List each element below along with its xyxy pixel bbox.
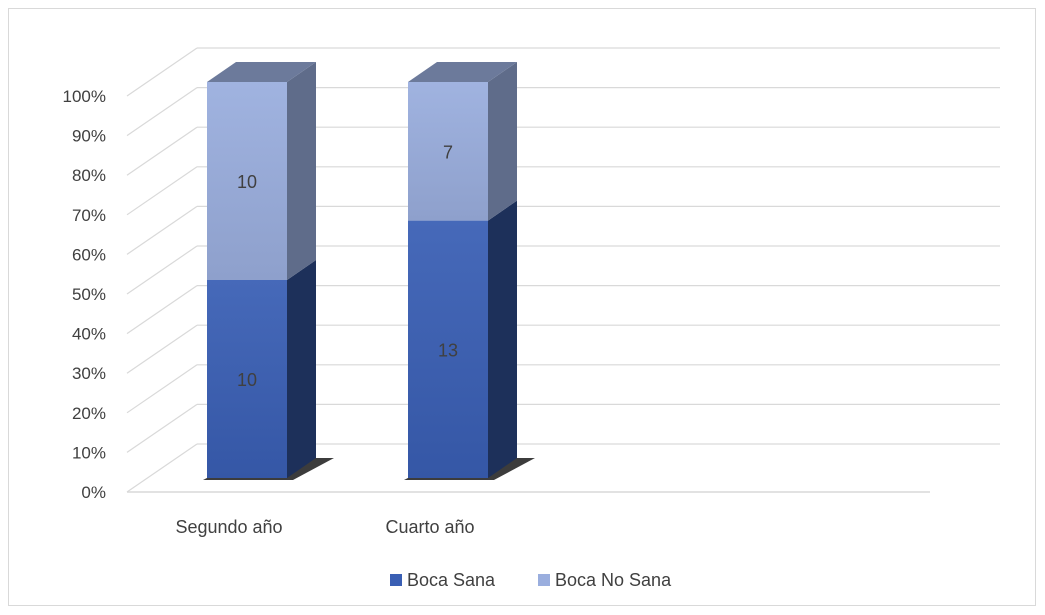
y-tick-label: 20%: [72, 404, 106, 423]
bar: [207, 280, 287, 478]
gridline-side: [126, 87, 198, 137]
bar-side: [287, 260, 316, 478]
gridlines: [126, 47, 1000, 493]
gridline-side: [126, 166, 198, 216]
x-tick-label: Segundo año: [175, 517, 282, 537]
gridline-side: [126, 443, 198, 493]
data-label: 10: [237, 370, 257, 390]
legend-label: Boca No Sana: [555, 570, 672, 590]
y-tick-label: 40%: [72, 325, 106, 344]
chart-frame: [8, 8, 1036, 606]
legend-swatch: [390, 574, 402, 586]
gridline-side: [126, 403, 198, 453]
bar-top: [207, 62, 316, 82]
bars: 10 10 Segundo año 13 7 Cuarto año: [175, 62, 535, 537]
bar-side: [488, 200, 517, 478]
y-tick-label: 50%: [72, 285, 106, 304]
y-tick-label: 70%: [72, 206, 106, 225]
legend: Boca Sana Boca No Sana: [390, 570, 672, 590]
gridline-side: [126, 205, 198, 255]
gridline-side: [126, 245, 198, 295]
legend-swatch: [538, 574, 550, 586]
data-label: 13: [438, 340, 458, 360]
bar: [408, 220, 488, 478]
gridline-side: [126, 126, 198, 176]
bar-top: [408, 62, 517, 82]
gridline-side: [126, 324, 198, 374]
y-axis: 0% 10% 20% 30% 40% 50% 60% 70% 80% 90% 100%: [63, 87, 106, 502]
gridline-side: [126, 47, 198, 97]
bar-side: [287, 62, 316, 280]
legend-label: Boca Sana: [407, 570, 496, 590]
bar-side: [488, 62, 517, 221]
x-tick-label: Cuarto año: [385, 517, 474, 537]
gridline-side: [126, 285, 198, 335]
bar: [207, 82, 287, 280]
bar: [408, 82, 488, 221]
y-tick-label: 80%: [72, 166, 106, 185]
y-tick-label: 90%: [72, 127, 106, 146]
y-tick-label: 100%: [63, 87, 106, 106]
y-tick-label: 60%: [72, 245, 106, 264]
y-tick-label: 30%: [72, 364, 106, 383]
y-tick-label: 0%: [81, 483, 106, 502]
y-tick-label: 10%: [72, 443, 106, 462]
data-label: 10: [237, 172, 257, 192]
data-label: 7: [443, 142, 453, 162]
gridline-side: [126, 364, 198, 414]
